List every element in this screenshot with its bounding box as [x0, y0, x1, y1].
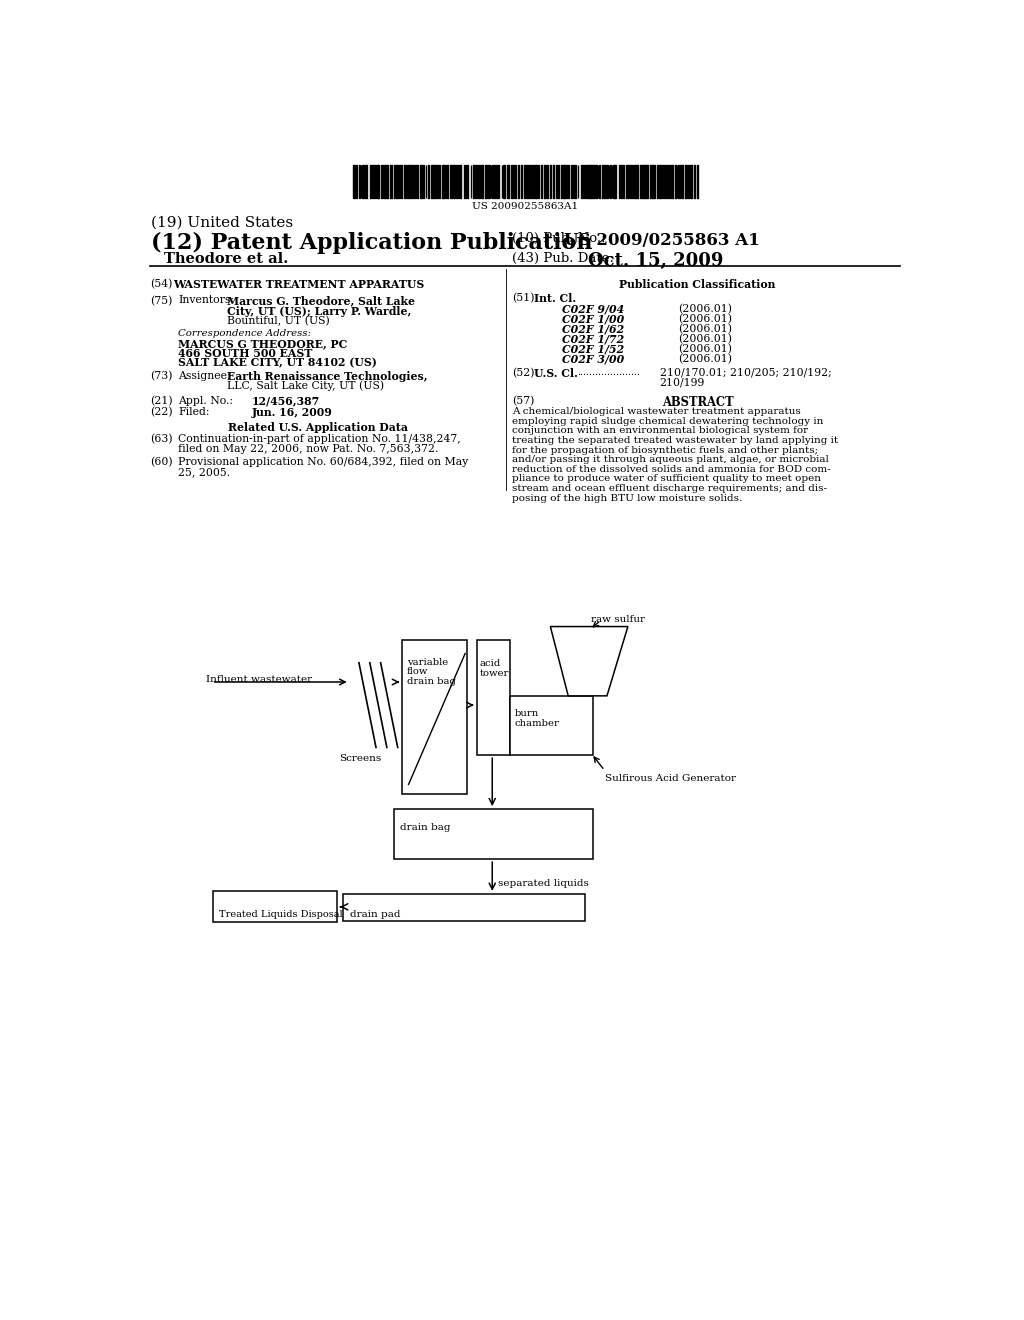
Text: C02F 1/72: C02F 1/72: [562, 334, 625, 345]
Text: US 20090255863A1: US 20090255863A1: [472, 202, 578, 211]
Text: Bountiful, UT (US): Bountiful, UT (US): [227, 315, 330, 326]
Bar: [213, 891, 337, 923]
Text: WASTEWATER TREATMENT APPARATUS: WASTEWATER TREATMENT APPARATUS: [173, 280, 424, 290]
Text: .....................: .....................: [578, 368, 640, 376]
Text: (51): (51): [512, 293, 535, 304]
Text: acid: acid: [480, 659, 501, 668]
Text: Marcus G. Theodore, Salt Lake: Marcus G. Theodore, Salt Lake: [227, 296, 415, 306]
Text: C02F 9/04: C02F 9/04: [562, 304, 625, 315]
Text: stream and ocean effluent discharge requirements; and dis-: stream and ocean effluent discharge requ…: [512, 484, 827, 494]
Text: (10) Pub. No.:: (10) Pub. No.:: [512, 232, 605, 246]
Text: Theodore et al.: Theodore et al.: [164, 252, 288, 267]
Text: Influent wastewater: Influent wastewater: [206, 675, 311, 684]
Text: (43) Pub. Date:: (43) Pub. Date:: [512, 252, 613, 265]
Bar: [402, 640, 467, 793]
Text: Oct. 15, 2009: Oct. 15, 2009: [589, 252, 724, 271]
Bar: [343, 894, 586, 921]
Text: posing of the high BTU low moisture solids.: posing of the high BTU low moisture soli…: [512, 494, 742, 503]
Text: drain bag: drain bag: [407, 677, 456, 685]
Text: variable: variable: [407, 659, 449, 667]
Text: C02F 1/62: C02F 1/62: [562, 323, 625, 335]
Text: US 2009/0255863 A1: US 2009/0255863 A1: [563, 232, 760, 249]
Text: pliance to produce water of sufficient quality to meet open: pliance to produce water of sufficient q…: [512, 474, 821, 483]
Bar: [477, 640, 510, 755]
Text: 210/170.01; 210/205; 210/192;: 210/170.01; 210/205; 210/192;: [659, 368, 831, 378]
Text: Sulfirous Acid Generator: Sulfirous Acid Generator: [604, 775, 735, 783]
Text: C02F 1/52: C02F 1/52: [562, 345, 625, 355]
Text: LLC, Salt Lake City, UT (US): LLC, Salt Lake City, UT (US): [227, 381, 384, 392]
Text: drain bag: drain bag: [400, 822, 451, 832]
Text: filed on May 22, 2006, now Pat. No. 7,563,372.: filed on May 22, 2006, now Pat. No. 7,56…: [178, 444, 438, 454]
Text: City, UT (US); Larry P. Wardle,: City, UT (US); Larry P. Wardle,: [227, 305, 412, 317]
Text: C02F 3/00: C02F 3/00: [562, 354, 625, 364]
Text: Screens: Screens: [340, 755, 382, 763]
Text: C02F 1/00: C02F 1/00: [562, 314, 625, 325]
Text: Continuation-in-part of application No. 11/438,247,: Continuation-in-part of application No. …: [178, 434, 461, 444]
Text: (75): (75): [150, 296, 172, 306]
Text: Jun. 16, 2009: Jun. 16, 2009: [252, 407, 333, 418]
Text: flow: flow: [407, 668, 428, 676]
Text: treating the separated treated wastewater by land applying it: treating the separated treated wastewate…: [512, 436, 839, 445]
Text: employing rapid sludge chemical dewatering technology in: employing rapid sludge chemical dewateri…: [512, 417, 823, 426]
Text: (54): (54): [150, 280, 172, 289]
Text: Publication Classification: Publication Classification: [620, 280, 776, 290]
Text: drain pad: drain pad: [349, 909, 400, 919]
Text: (12) Patent Application Publication: (12) Patent Application Publication: [152, 232, 593, 255]
Text: (2006.01): (2006.01): [678, 314, 732, 325]
Text: A chemical/biological wastewater treatment apparatus: A chemical/biological wastewater treatme…: [512, 407, 801, 416]
Bar: [510, 696, 593, 755]
Text: (73): (73): [150, 371, 172, 381]
Text: ABSTRACT: ABSTRACT: [662, 396, 733, 409]
Text: MARCUS G THEODORE, PC: MARCUS G THEODORE, PC: [178, 339, 348, 350]
Text: (57): (57): [512, 396, 535, 405]
Text: (2006.01): (2006.01): [678, 334, 732, 345]
Text: SALT LAKE CITY, UT 84102 (US): SALT LAKE CITY, UT 84102 (US): [178, 358, 377, 368]
Text: and/or passing it through aqueous plant, algae, or microbial: and/or passing it through aqueous plant,…: [512, 455, 829, 465]
Text: Treated Liquids Disposal: Treated Liquids Disposal: [219, 909, 342, 919]
Text: chamber: chamber: [515, 719, 559, 727]
Text: U.S. Cl.: U.S. Cl.: [535, 368, 578, 379]
Text: (22): (22): [150, 407, 172, 417]
Text: Appl. No.:: Appl. No.:: [178, 396, 233, 405]
Text: separated liquids: separated liquids: [499, 879, 590, 888]
Text: raw sulfur: raw sulfur: [592, 615, 645, 624]
Text: (21): (21): [150, 396, 172, 405]
Text: Inventors:: Inventors:: [178, 296, 234, 305]
Text: tower: tower: [480, 669, 509, 678]
Text: 12/456,387: 12/456,387: [252, 396, 321, 407]
Bar: [394, 809, 593, 859]
Text: (2006.01): (2006.01): [678, 323, 732, 334]
Text: Int. Cl.: Int. Cl.: [535, 293, 577, 304]
Text: Assignee:: Assignee:: [178, 371, 231, 381]
Text: 25, 2005.: 25, 2005.: [178, 467, 230, 477]
Text: Filed:: Filed:: [178, 407, 210, 417]
Text: (63): (63): [150, 434, 172, 445]
Text: conjunction with an environmental biological system for: conjunction with an environmental biolog…: [512, 426, 809, 436]
Polygon shape: [550, 627, 628, 696]
Text: for the propagation of biosynthetic fuels and other plants;: for the propagation of biosynthetic fuel…: [512, 446, 818, 454]
Text: (2006.01): (2006.01): [678, 345, 732, 354]
Text: Earth Renaissance Technologies,: Earth Renaissance Technologies,: [227, 371, 428, 381]
Text: (52): (52): [512, 368, 535, 378]
Text: 466 SOUTH 500 EAST: 466 SOUTH 500 EAST: [178, 348, 312, 359]
Text: Related U.S. Application Data: Related U.S. Application Data: [228, 422, 408, 433]
Text: burn: burn: [515, 709, 539, 718]
Text: (19) United States: (19) United States: [152, 215, 293, 230]
Text: 210/199: 210/199: [659, 378, 706, 388]
Text: Provisional application No. 60/684,392, filed on May: Provisional application No. 60/684,392, …: [178, 457, 469, 467]
Text: (2006.01): (2006.01): [678, 304, 732, 314]
Text: Correspondence Address:: Correspondence Address:: [178, 330, 311, 338]
Text: reduction of the dissolved solids and ammonia for BOD com-: reduction of the dissolved solids and am…: [512, 465, 831, 474]
Text: (2006.01): (2006.01): [678, 354, 732, 364]
Text: (60): (60): [150, 457, 172, 467]
